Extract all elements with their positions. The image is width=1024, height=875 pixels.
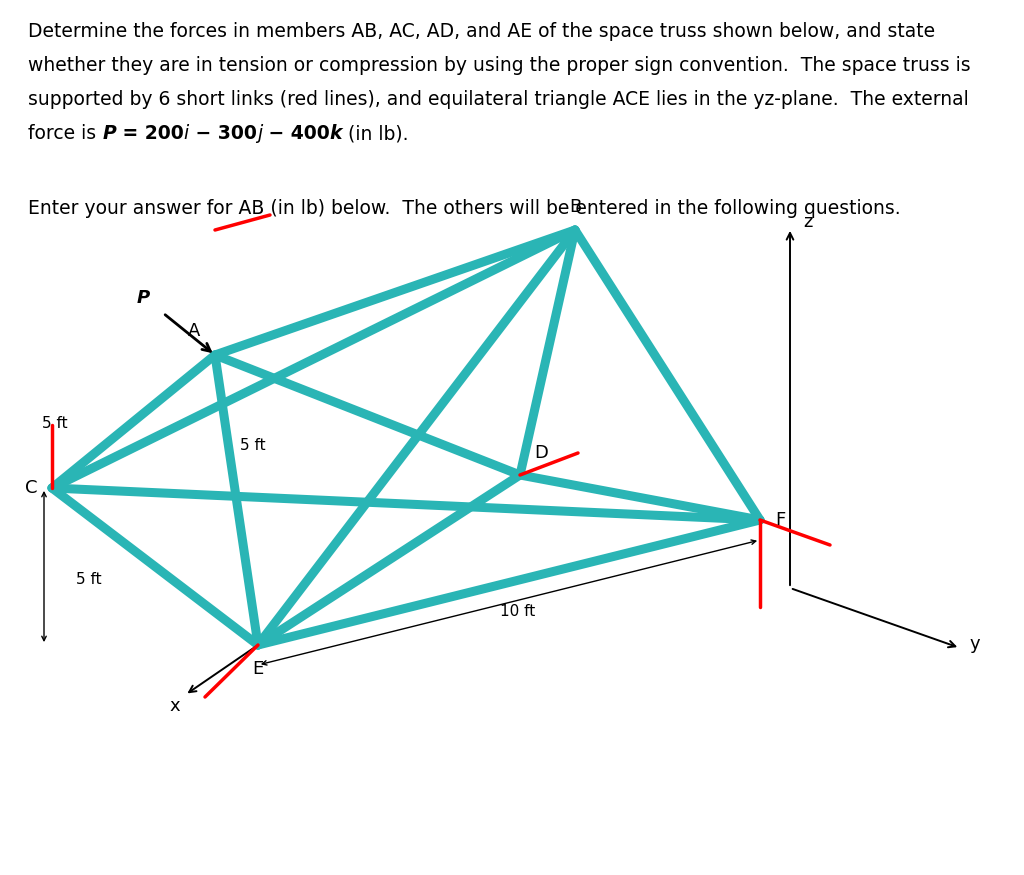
Text: C: C	[26, 479, 38, 497]
Text: F: F	[775, 511, 785, 529]
Text: supported by 6 short links (red lines), and equilateral triangle ACE lies in the: supported by 6 short links (red lines), …	[28, 90, 969, 109]
Text: B: B	[569, 198, 582, 216]
Text: x: x	[170, 697, 180, 715]
Text: i: i	[183, 124, 188, 143]
Text: 5 ft: 5 ft	[42, 416, 68, 431]
Text: 5 ft: 5 ft	[77, 572, 102, 587]
Text: force is: force is	[28, 124, 102, 143]
Text: (in lb).: (in lb).	[342, 124, 409, 143]
Text: P: P	[137, 289, 150, 307]
Text: D: D	[534, 444, 548, 462]
Text: 10 ft: 10 ft	[501, 605, 536, 620]
Text: j: j	[257, 124, 262, 143]
Text: A: A	[187, 322, 200, 340]
Text: whether they are in tension or compression by using the proper sign convention. : whether they are in tension or compressi…	[28, 56, 971, 75]
Text: − 300: − 300	[188, 124, 257, 143]
Text: Enter your answer for AB (in lb) below.  The others will be entered in the follo: Enter your answer for AB (in lb) below. …	[28, 199, 901, 218]
Text: − 400: − 400	[262, 124, 330, 143]
Text: z: z	[803, 213, 812, 231]
Text: E: E	[252, 660, 263, 678]
Text: y: y	[970, 635, 981, 653]
Text: k: k	[330, 124, 342, 143]
Text: Determine the forces in members AB, AC, AD, and AE of the space truss shown belo: Determine the forces in members AB, AC, …	[28, 22, 935, 41]
Text: P: P	[102, 124, 116, 143]
Text: = 200: = 200	[116, 124, 183, 143]
Text: 5 ft: 5 ft	[240, 438, 265, 452]
